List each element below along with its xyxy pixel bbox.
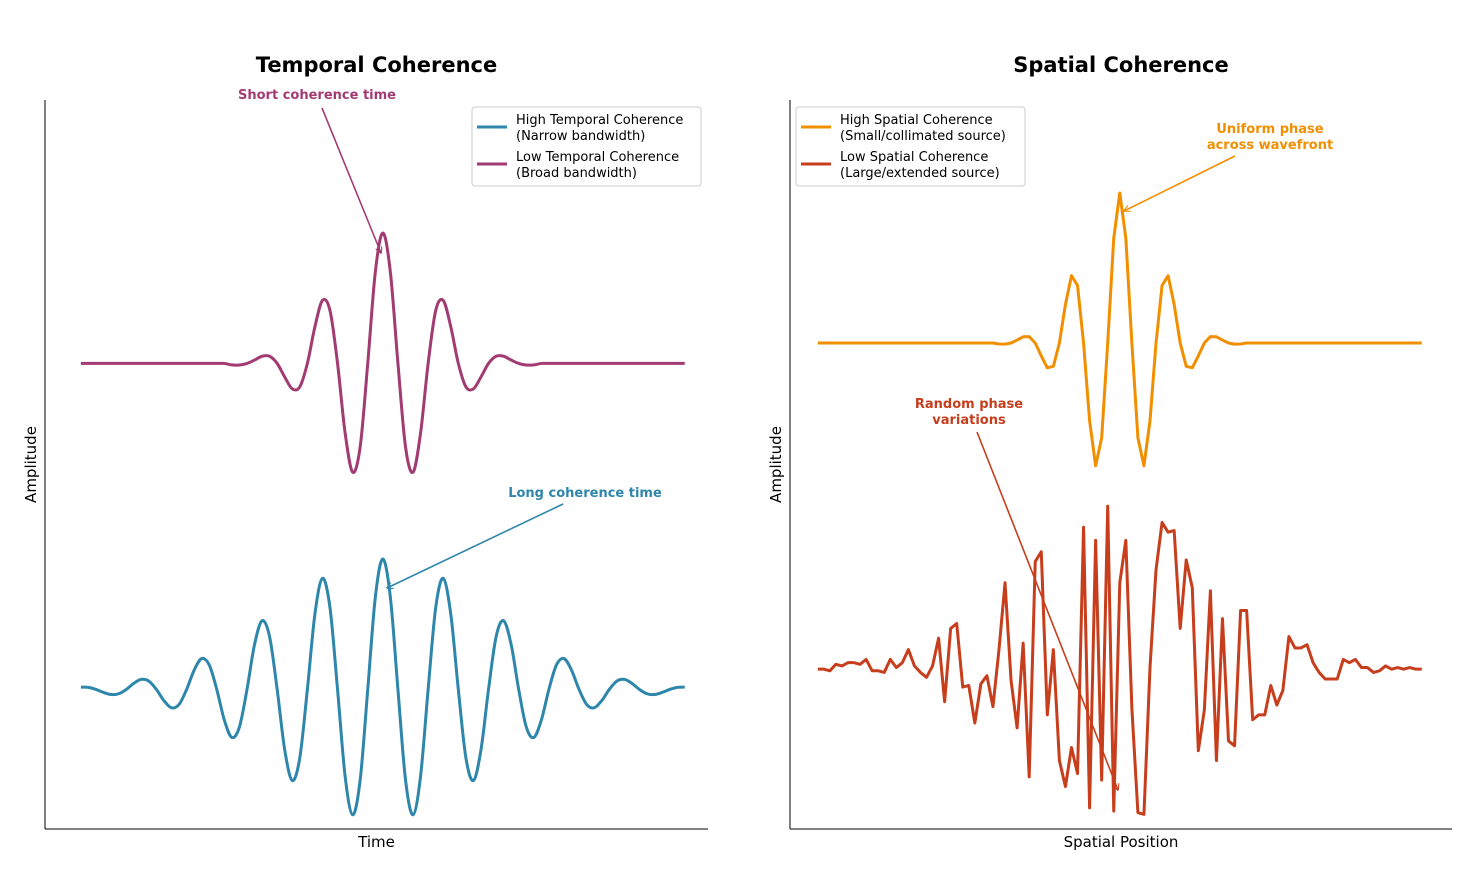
data-line — [80, 557, 685, 817]
x-axis-label: Spatial Position — [1064, 833, 1179, 851]
annotation: Long coherence time — [508, 486, 662, 501]
y-axis-label: Amplitude — [22, 426, 40, 503]
chart-title: Spatial Coherence — [1013, 53, 1229, 77]
annotation: Uniform phase across wavefront — [1207, 122, 1333, 153]
y-axis-label: Amplitude — [767, 426, 785, 503]
annotation-arrow — [387, 503, 564, 588]
annotation: Random phase variations — [915, 397, 1023, 428]
annotation: Short coherence time — [238, 88, 396, 103]
legend-label: Low Temporal Coherence (Broad bandwidth) — [516, 150, 679, 181]
x-axis-label: Time — [357, 833, 395, 851]
chart-title: Temporal Coherence — [256, 53, 497, 77]
legend-label: High Spatial Coherence (Small/collimated … — [840, 113, 1006, 144]
annotation-arrow — [321, 107, 381, 253]
legend-label: Low Spatial Coherence (Large/extended sou… — [840, 150, 1000, 181]
legend-box — [471, 106, 702, 187]
data-line — [817, 191, 1422, 468]
legend-label: High Temporal Coherence (Narrow bandwidth… — [516, 113, 683, 144]
data-line — [817, 504, 1422, 816]
annotation-arrow — [1124, 155, 1236, 211]
annotation-arrow — [976, 431, 1118, 790]
data-line — [80, 231, 685, 475]
legend-box — [795, 106, 1026, 187]
